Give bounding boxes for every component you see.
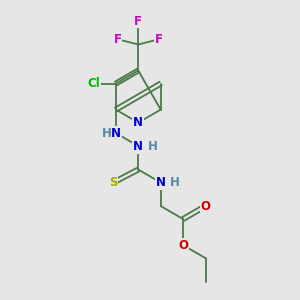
Text: F: F	[134, 14, 142, 28]
Text: F: F	[113, 33, 122, 46]
Text: S: S	[109, 176, 118, 189]
Text: N: N	[133, 116, 143, 129]
Text: O: O	[178, 238, 188, 252]
Text: H: H	[170, 176, 180, 189]
Text: F: F	[155, 33, 163, 46]
Text: N: N	[133, 140, 143, 153]
Text: H: H	[101, 127, 111, 140]
Text: N: N	[156, 176, 166, 189]
Text: N: N	[133, 140, 143, 153]
Text: Cl: Cl	[87, 77, 100, 90]
Text: O: O	[200, 200, 211, 212]
Text: H: H	[148, 140, 158, 153]
Text: N: N	[111, 127, 121, 140]
